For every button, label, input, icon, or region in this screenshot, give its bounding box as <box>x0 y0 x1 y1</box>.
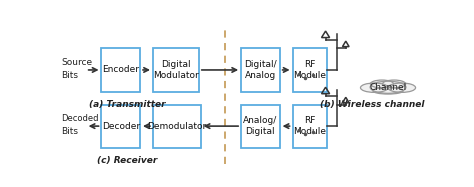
Text: Decoder: Decoder <box>102 122 140 131</box>
Text: Channel: Channel <box>369 83 407 92</box>
Text: (b) Wireless channel: (b) Wireless channel <box>320 100 425 109</box>
FancyBboxPatch shape <box>101 105 140 148</box>
Ellipse shape <box>360 83 388 92</box>
Text: Demodulator: Demodulator <box>147 122 207 131</box>
Text: Encoder: Encoder <box>102 65 139 74</box>
FancyBboxPatch shape <box>101 48 140 92</box>
Text: Bits: Bits <box>61 127 78 136</box>
FancyBboxPatch shape <box>241 105 280 148</box>
Text: (a) Transmitter: (a) Transmitter <box>89 100 165 109</box>
Text: RF
Module: RF Module <box>293 60 327 80</box>
Ellipse shape <box>370 81 406 93</box>
Text: Decoded: Decoded <box>61 114 99 123</box>
Ellipse shape <box>383 80 406 88</box>
Ellipse shape <box>370 80 393 88</box>
FancyBboxPatch shape <box>153 48 199 92</box>
FancyBboxPatch shape <box>241 48 280 92</box>
Text: Analog/
Digital: Analog/ Digital <box>243 117 277 136</box>
Ellipse shape <box>388 83 416 92</box>
Text: Digital/
Analog: Digital/ Analog <box>244 60 277 80</box>
Text: (c) Receiver: (c) Receiver <box>97 156 157 165</box>
FancyBboxPatch shape <box>292 48 328 92</box>
Text: RF
Module: RF Module <box>293 117 327 136</box>
Text: Source: Source <box>61 58 92 67</box>
FancyBboxPatch shape <box>153 105 201 148</box>
Ellipse shape <box>373 88 403 94</box>
FancyBboxPatch shape <box>292 105 328 148</box>
Text: Digital
Modulator: Digital Modulator <box>153 60 199 80</box>
Text: Bits: Bits <box>61 71 78 80</box>
